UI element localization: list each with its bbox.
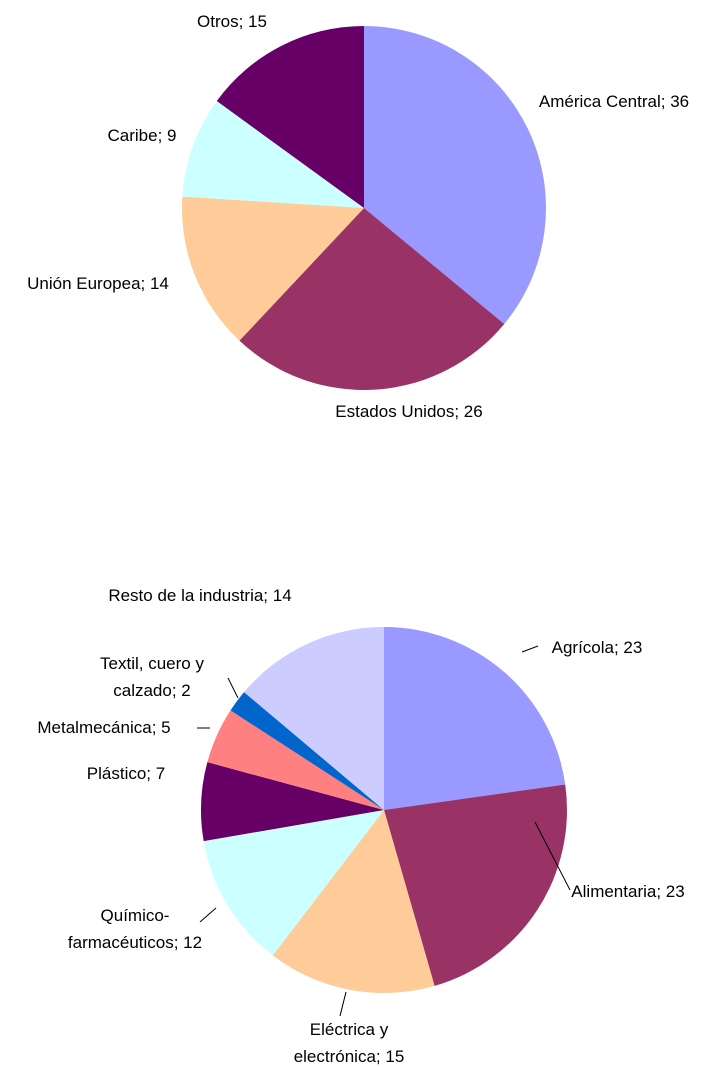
data-label: América Central; 36 xyxy=(538,92,690,111)
data-label: Estados Unidos; 26 xyxy=(335,402,483,421)
pie-slice xyxy=(207,710,384,810)
pie-slice xyxy=(272,810,435,993)
pie-slice xyxy=(216,25,364,208)
pie-slice xyxy=(364,26,546,325)
pie-slice xyxy=(182,101,364,208)
data-label: Caribe; 9 xyxy=(107,126,177,145)
data-label: Plástico; 7 xyxy=(86,764,166,783)
data-label: Resto de la industria; 14 xyxy=(108,586,292,605)
pie-slice xyxy=(181,196,364,341)
leader-line xyxy=(339,991,347,1017)
pie-slice xyxy=(244,627,384,810)
data-label: Textil, cuero y calzado; 2 xyxy=(100,654,204,700)
pie-slice xyxy=(239,208,505,391)
pie-slice xyxy=(384,784,568,986)
data-label: Eléctrica y electrónica; 15 xyxy=(293,1020,405,1066)
data-label: Alimentaria; 23 xyxy=(571,882,685,901)
pie-slice xyxy=(203,810,384,956)
leader-line xyxy=(227,677,239,699)
pie-slice xyxy=(201,762,384,842)
data-label: Otros; 15 xyxy=(197,12,267,31)
data-label: Unión Europea; 14 xyxy=(27,274,169,293)
pie-slice xyxy=(384,627,566,810)
leader-line xyxy=(534,821,571,891)
pie-slice xyxy=(230,692,384,810)
leader-line xyxy=(199,907,217,923)
data-label: Metalmecánica; 5 xyxy=(37,718,171,737)
data-label: Agrícola; 23 xyxy=(551,638,643,657)
leader-line xyxy=(521,645,539,653)
data-label: Químico-farmacéuticos; 12 xyxy=(67,906,203,952)
